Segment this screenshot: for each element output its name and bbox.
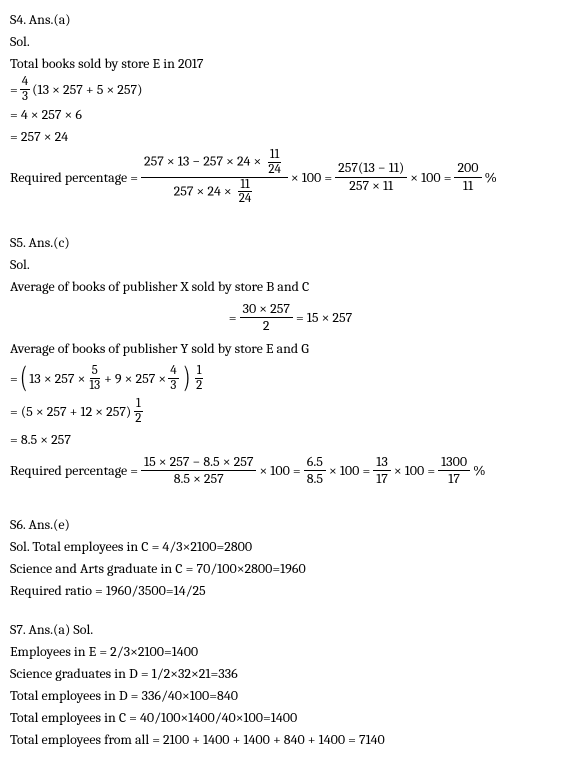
s4-line4: = 257 × 24 — [10, 126, 571, 147]
s7-heading: S7. Ans.(a) Sol. — [10, 619, 571, 640]
numerator: 257(13 − 11) — [335, 160, 407, 177]
times-100: × 100 = — [259, 460, 300, 481]
s5-heading: S5. Ans.(c) — [10, 232, 571, 253]
denominator: 257 × 24 × 1124 — [171, 178, 259, 206]
solution-s5: S5. Ans.(c) Sol. Average of books of pub… — [10, 232, 571, 488]
times-100: × 100 = — [410, 167, 451, 188]
fraction: 257 × 13 − 257 × 24 × 1124 257 × 24 × 11… — [141, 148, 288, 206]
fraction: 30 × 257 2 — [240, 301, 293, 334]
fraction: 1300 17 — [438, 454, 470, 487]
eq-lhs: = — [10, 368, 18, 389]
denominator: 11 — [460, 178, 476, 194]
numerator: 1300 — [438, 454, 470, 471]
denominator: 3 — [20, 90, 30, 104]
s5-eq1: = ( 13 × 257 × 5 13 + 9 × 257 × 4 3 ) 1 … — [10, 363, 571, 393]
denominator: 257 × 11 — [346, 178, 396, 194]
s7-line2: Science graduates in D = 1/2×32×21=336 — [10, 663, 571, 684]
fraction: 13 17 — [373, 454, 391, 487]
rp-label: Required percentage = — [10, 167, 138, 188]
fraction: 1124 — [266, 148, 283, 176]
s5-required-percentage: Required percentage = 15 × 257 − 8.5 × 2… — [10, 454, 571, 487]
s4-eq1: = 4 3 (13 × 257 + 5 × 257) — [10, 75, 571, 103]
fraction: 257(13 − 11) 257 × 11 — [335, 160, 407, 193]
s7-line5: Total employees from all = 2100 + 1400 +… — [10, 729, 571, 750]
times-100: × 100 = — [291, 167, 332, 188]
fraction: 15 × 257 − 8.5 × 257 8.5 × 257 — [141, 454, 256, 487]
s6-line1: Sol. Total employees in C = 4/3×2100=280… — [10, 536, 571, 557]
s5-eq2: = (5 × 257 + 12 × 257) 1 2 — [10, 397, 571, 425]
solution-s6: S6. Ans.(e) Sol. Total employees in C = … — [10, 514, 571, 601]
numerator: 4 — [20, 75, 30, 90]
fraction: 4 3 — [168, 364, 178, 392]
fraction: 1 2 — [194, 364, 204, 392]
eq-rhs: = 15 × 257 — [296, 307, 352, 328]
denominator: 17 — [445, 471, 463, 487]
times-100: × 100 = — [394, 460, 435, 481]
eq-lhs: = (5 × 257 + 12 × 257) — [10, 401, 131, 422]
s5-line1: Average of books of publisher X sold by … — [10, 276, 571, 297]
s5-line2: Average of books of publisher Y sold by … — [10, 338, 571, 359]
s6-heading: S6. Ans.(e) — [10, 514, 571, 535]
fraction: 1124 — [237, 178, 254, 206]
eq-lhs: = — [229, 307, 237, 328]
percent-sign: % — [473, 460, 485, 481]
s6-line3: Required ratio = 1960/3500=14/25 — [10, 580, 571, 601]
s5-sol-label: Sol. — [10, 254, 571, 275]
percent-sign: % — [485, 167, 497, 188]
solution-s4: S4. Ans.(a) Sol. Total books sold by sto… — [10, 9, 571, 206]
rp-label: Required percentage = — [10, 460, 138, 481]
numerator: 30 × 257 — [240, 301, 293, 318]
s5-center-eq: = 30 × 257 2 = 15 × 257 — [10, 301, 571, 334]
eq-rhs: (13 × 257 + 5 × 257) — [32, 79, 142, 100]
s6-line2: Science and Arts graduate in C = 70/100×… — [10, 558, 571, 579]
fraction: 1 2 — [133, 397, 143, 425]
denominator: 2 — [260, 318, 273, 334]
s5-eq3: = 8.5 × 257 — [10, 429, 571, 450]
paren-open-icon: ( — [20, 363, 27, 393]
paren-close-icon: ) — [183, 363, 190, 393]
s7-line3: Total employees in D = 336/40×100=840 — [10, 685, 571, 706]
numerator: 13 — [373, 454, 391, 471]
times-100: × 100 = — [329, 460, 370, 481]
s4-sol-label: Sol. — [10, 31, 571, 52]
fraction: 4 3 — [20, 75, 30, 103]
s7-line1: Employees in E = 2/3×2100=1400 — [10, 641, 571, 662]
numerator: 200 — [454, 160, 481, 177]
eq-lhs: = — [10, 79, 18, 100]
numerator: 257 × 13 − 257 × 24 × 1124 — [141, 148, 288, 177]
denominator: 17 — [373, 471, 391, 487]
numerator: 15 × 257 − 8.5 × 257 — [141, 454, 256, 471]
s4-line3: = 4 × 257 × 6 — [10, 104, 571, 125]
denominator: 8.5 — [304, 471, 326, 487]
fraction: 200 11 — [454, 160, 481, 193]
fraction: 6.5 8.5 — [304, 454, 326, 487]
s4-required-percentage: Required percentage = 257 × 13 − 257 × 2… — [10, 148, 571, 206]
s4-line1: Total books sold by store E in 2017 — [10, 53, 571, 74]
numerator: 6.5 — [304, 454, 326, 471]
s7-line4: Total employees in C = 40/100×1400/40×10… — [10, 707, 571, 728]
fraction: 5 13 — [87, 364, 102, 392]
solution-s7: S7. Ans.(a) Sol. Employees in E = 2/3×21… — [10, 619, 571, 750]
denominator: 8.5 × 257 — [171, 471, 227, 487]
s4-heading: S4. Ans.(a) — [10, 9, 571, 30]
